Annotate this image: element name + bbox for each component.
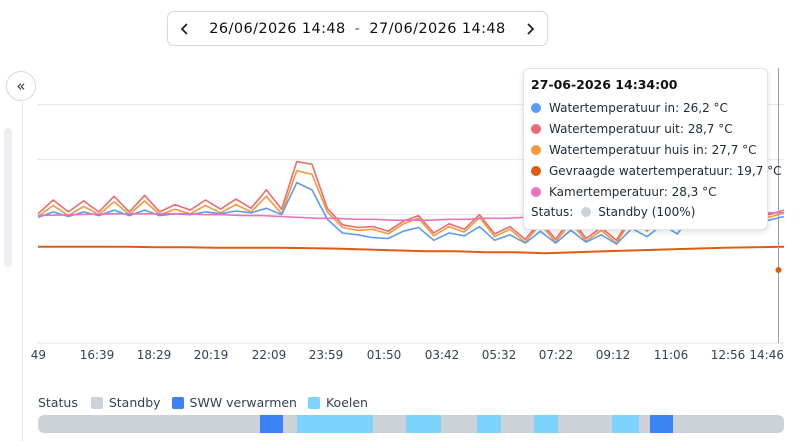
series-dot-icon [531,144,541,155]
series-gevraagde-watertemperatuur [38,245,785,255]
vertical-scrollbar[interactable] [4,128,12,268]
tooltip-status-value: Standby (100%) [598,205,696,220]
status-segment-koelen[interactable] [611,415,639,433]
x-tick-label: 49 [31,348,46,362]
date-range-navigator: 26/06/2026 14:48 - 27/06/2026 14:48 [167,11,548,46]
legend-item-standby[interactable]: Standby [90,395,161,410]
x-axis-ticks: 49 16:39 18:29 20:19 22:09 23:59 01:50 03:42 05:… [31,348,784,362]
legend-swatch [90,396,103,409]
tooltip-timestamp: 27-06-2026 14:34:00 [531,77,678,92]
x-tick-label: 16:39 [80,348,115,362]
next-period-button[interactable] [513,12,547,45]
legend-label: Koelen [325,395,368,410]
panel-divider [22,102,23,441]
status-segment-koelen[interactable] [296,415,373,433]
tooltip-row: Watertemperatuur uit: 28,7 °C [531,119,759,140]
chevron-left-icon [180,22,188,35]
x-tick-label: 03:42 [425,348,460,362]
series-dot-icon [531,124,541,135]
date-end: 27/06/2026 14:48 [369,20,506,37]
status-legend: Status Standby SWW verwarmen Koelen [38,395,379,410]
chevron-right-icon [527,22,535,35]
legend-label: Standby [108,395,161,410]
x-tick-label: 11:06 [654,348,689,362]
x-tick-label: 12:56 [711,348,746,362]
legend-label: SWW verwarmen [189,395,297,410]
x-tick-label: 23:59 [309,348,344,362]
tooltip-row: Watertemperatuur huis in: 27,7 °C [531,140,759,161]
x-tick-label: 05:32 [482,348,517,362]
tooltip-status-row: Status: Standby (100%) [531,202,759,223]
x-tick-label: 18:29 [137,348,172,362]
date-separator: - [354,20,361,37]
chart-tooltip: 27-06-2026 14:34:00 Watertemperatuur in:… [523,68,782,230]
legend-item-koelen[interactable]: Koelen [307,395,368,410]
x-tick-label: 14:46 [749,348,784,362]
status-segment-koelen[interactable] [405,415,441,433]
date-start: 26/06/2026 14:48 [209,20,346,37]
x-tick-label: 07:22 [539,348,574,362]
tooltip-row-label: Watertemperatuur huis in: 27,7 °C [549,142,757,157]
tooltip-row: Kamertemperatuur: 28,3 °C [531,181,759,202]
status-legend-title: Status [38,395,78,410]
series-dot-icon [531,186,541,197]
previous-period-button[interactable] [168,12,202,45]
x-tick-label: 22:09 [252,348,287,362]
date-range-label[interactable]: 26/06/2026 14:48 - 27/06/2026 14:48 [202,21,513,37]
tooltip-row-label: Watertemperatuur uit: 28,7 °C [549,122,733,137]
x-tick-label: 01:50 [367,348,402,362]
status-segment-sww-verwarmen[interactable] [650,415,673,433]
series-dot-icon [531,165,541,176]
hover-point-marker [775,267,782,273]
legend-item-sww-verwarmen[interactable]: SWW verwarmen [171,395,297,410]
legend-swatch [307,396,320,409]
status-segment-koelen[interactable] [476,415,501,433]
tooltip-status-label: Status: [531,205,574,220]
tooltip-row-label: Gevraagde watertemperatuur: 19,7 °C [549,163,782,178]
tooltip-row-label: Watertemperatuur in: 26,2 °C [549,101,728,116]
status-timeline[interactable] [38,415,784,433]
x-tick-label: 20:19 [194,348,229,362]
x-tick-label: 09:12 [596,348,631,362]
legend-swatch [171,396,184,409]
status-segment-sww-verwarmen[interactable] [260,415,283,433]
series-dot-icon [531,103,541,114]
double-chevron-left-icon: « [16,77,26,95]
tooltip-row: Gevraagde watertemperatuur: 19,7 °C [531,160,782,181]
collapse-panel-button[interactable]: « [6,71,36,101]
tooltip-row-label: Kamertemperatuur: 28,3 °C [549,184,717,199]
status-segment-koelen[interactable] [534,415,558,433]
status-dot-icon [581,207,592,218]
tooltip-row: Watertemperatuur in: 26,2 °C [531,98,759,119]
